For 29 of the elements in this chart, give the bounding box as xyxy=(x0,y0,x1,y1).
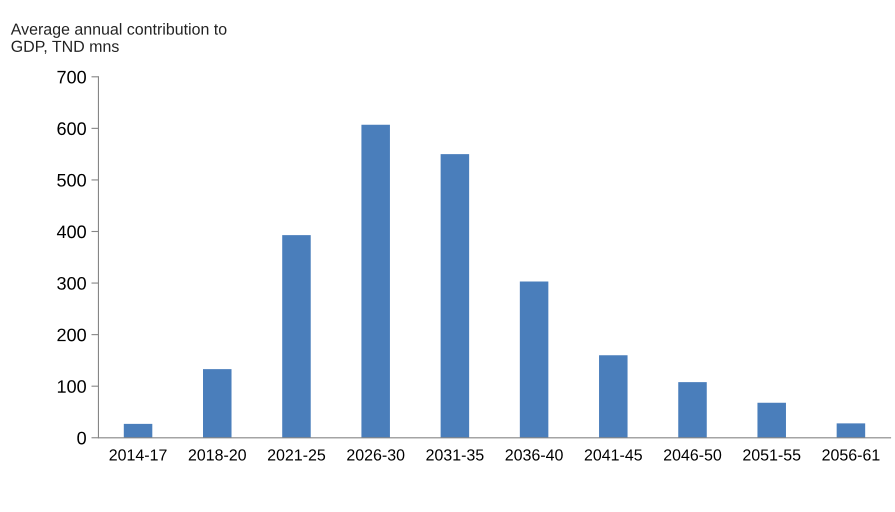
y-tick-label: 600 xyxy=(57,122,86,136)
bar xyxy=(757,402,786,438)
bar xyxy=(836,423,866,438)
chart-title: Average annual contribution to GDP, TND mns xyxy=(10,23,226,54)
x-tick-label: 2026-30 xyxy=(347,449,404,461)
bar xyxy=(124,424,152,438)
bar xyxy=(599,355,628,438)
x-tick-label: 2046-50 xyxy=(664,449,722,461)
bar xyxy=(678,382,707,438)
x-tick-label: 2036-40 xyxy=(506,449,563,461)
y-tick-label: 700 xyxy=(57,70,86,84)
bar xyxy=(361,124,390,438)
bar xyxy=(520,282,548,438)
y-tick-label: 400 xyxy=(56,225,86,238)
x-tick-label: 2014-17 xyxy=(110,449,167,461)
y-tick-label: 200 xyxy=(57,328,86,342)
x-tick-label: 2018-20 xyxy=(188,449,246,461)
x-tick-label: 2051-55 xyxy=(743,449,800,461)
bar xyxy=(440,154,470,438)
x-tick-label: 2021-25 xyxy=(268,449,326,461)
x-tick-label: 2056-61 xyxy=(822,449,880,461)
bar xyxy=(282,235,311,438)
x-tick-label: 2031-35 xyxy=(426,449,484,461)
y-tick-label: 500 xyxy=(57,174,86,187)
bar xyxy=(203,369,232,438)
y-tick-label: 300 xyxy=(57,276,86,290)
x-tick-label: 2041-45 xyxy=(584,449,642,461)
y-tick-label: 0 xyxy=(77,432,86,444)
y-tick-label: 100 xyxy=(58,380,86,393)
